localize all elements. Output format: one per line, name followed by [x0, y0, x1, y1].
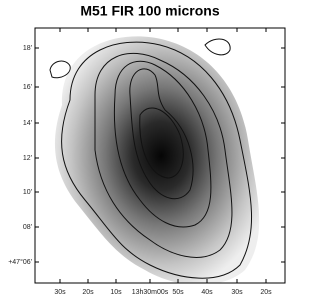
y-tick-label: 12' [23, 155, 32, 162]
contour [49, 60, 71, 79]
y-tick-label: 16' [23, 84, 32, 91]
y-tick-label: 18' [23, 45, 32, 52]
x-tick-label: 13h30m00s [132, 289, 169, 296]
contour [139, 107, 184, 179]
y-tick-label: 08' [23, 224, 32, 231]
x-tick-label: 30s [231, 289, 243, 296]
y-tick-label: +47°06' [8, 258, 32, 266]
x-tick-label: 50s [172, 289, 184, 296]
y-tick-label: 10' [23, 189, 32, 196]
contour [129, 68, 194, 200]
contour [94, 52, 233, 258]
image [49, 36, 260, 283]
contour [204, 38, 231, 56]
title: M51 FIR 100 microns [80, 3, 219, 19]
contour [113, 60, 212, 228]
x-tick-label: 20s [82, 289, 94, 296]
x-tick-label: 40s [201, 289, 213, 296]
x-tick-label: 10s [110, 289, 122, 296]
frame [34, 27, 286, 284]
x-tick-label: 20s [260, 289, 272, 296]
x-tick-label: 30s [54, 289, 66, 296]
figure: M51 FIR 100 microns 30s 20s 10s 13h30m00s 50… [8, 3, 286, 296]
y-tick-label: 14' [23, 120, 32, 127]
emission [54, 36, 260, 283]
contour [61, 41, 253, 279]
